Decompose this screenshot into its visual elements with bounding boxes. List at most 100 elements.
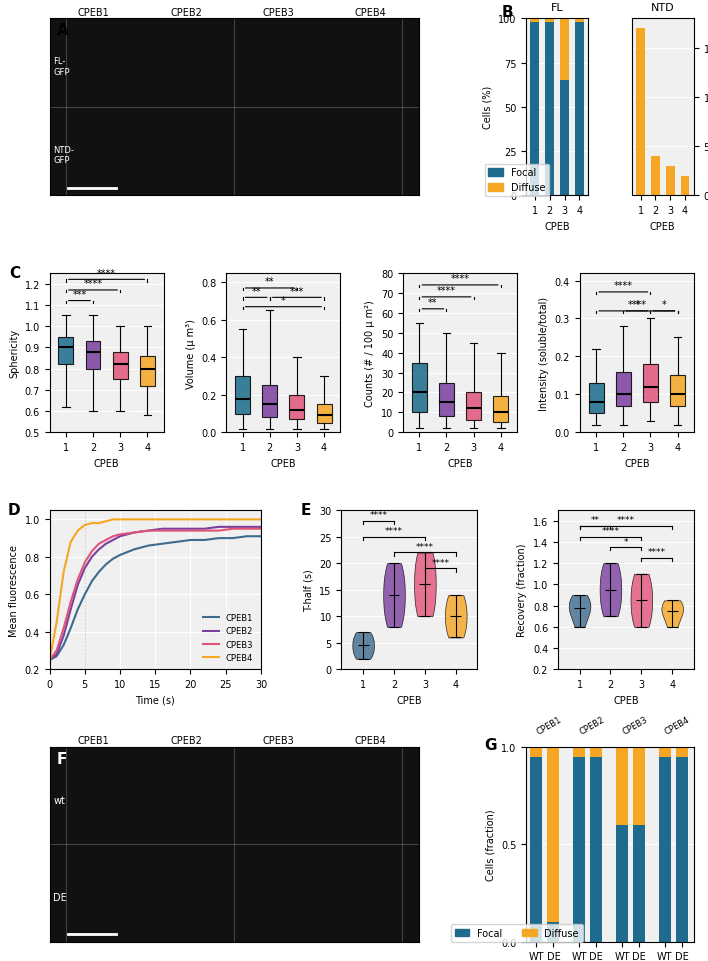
CPEB2 xyxy=(81,563,89,575)
PathPatch shape xyxy=(235,377,250,414)
CPEB4 xyxy=(88,518,96,530)
Bar xyxy=(573,757,585,942)
CPEB1 xyxy=(130,544,138,555)
X-axis label: CPEB: CPEB xyxy=(270,458,296,468)
Line: CPEB4: CPEB4 xyxy=(50,520,261,660)
Bar xyxy=(666,166,675,196)
CPEB4 xyxy=(81,520,89,531)
CPEB3 xyxy=(158,526,166,537)
Text: CPEB3: CPEB3 xyxy=(263,735,295,746)
CPEB2 xyxy=(172,524,181,535)
CPEB3 xyxy=(67,597,75,608)
CPEB3 xyxy=(74,574,82,585)
Text: CPEB2: CPEB2 xyxy=(170,8,202,17)
CPEB1 xyxy=(116,550,125,561)
Bar xyxy=(560,81,569,196)
CPEB4 xyxy=(215,514,223,526)
CPEB1 xyxy=(102,559,110,571)
CPEB2 xyxy=(52,649,61,660)
PathPatch shape xyxy=(439,383,454,417)
Text: ****: **** xyxy=(370,510,387,520)
Text: A: A xyxy=(57,23,69,37)
CPEB2 xyxy=(158,524,166,535)
Text: DE: DE xyxy=(53,892,67,902)
CPEB1 xyxy=(257,530,266,542)
Text: D: D xyxy=(7,503,20,517)
CPEB2 xyxy=(144,526,152,537)
Text: G: G xyxy=(484,737,496,752)
CPEB2 xyxy=(229,522,237,533)
Title: NTD: NTD xyxy=(651,3,675,12)
Text: **: ** xyxy=(428,298,438,308)
Text: CPEB3: CPEB3 xyxy=(263,8,295,17)
Text: B: B xyxy=(501,5,513,20)
Text: NTD-
GFP: NTD- GFP xyxy=(53,146,74,165)
Text: *: * xyxy=(281,296,286,306)
Text: **: ** xyxy=(590,516,600,525)
CPEB2 xyxy=(200,524,209,535)
Text: CPEB1: CPEB1 xyxy=(78,8,110,17)
Bar xyxy=(545,19,554,23)
CPEB4 xyxy=(74,526,82,537)
Y-axis label: Counts (# / 100 μ m²): Counts (# / 100 μ m²) xyxy=(365,300,375,407)
CPEB2 xyxy=(243,522,251,533)
Text: CPEB1: CPEB1 xyxy=(78,735,110,746)
CPEB1 xyxy=(243,530,251,542)
CPEB4 xyxy=(229,514,237,526)
CPEB3 xyxy=(257,524,266,535)
Text: ***: *** xyxy=(290,286,304,296)
PathPatch shape xyxy=(588,383,603,414)
Y-axis label: Volume (μ m³): Volume (μ m³) xyxy=(185,318,195,388)
CPEB4 xyxy=(52,617,61,628)
Y-axis label: Intensity (soluble/total): Intensity (soluble/total) xyxy=(539,296,549,410)
Y-axis label: Mean fluorescence: Mean fluorescence xyxy=(9,544,19,636)
CPEB1 xyxy=(144,540,152,552)
Bar xyxy=(547,923,559,942)
Text: CPEB1: CPEB1 xyxy=(535,714,564,735)
Text: ****: **** xyxy=(601,527,620,535)
CPEB4 xyxy=(59,566,68,578)
PathPatch shape xyxy=(616,372,631,407)
CPEB1 xyxy=(186,534,195,546)
CPEB4 xyxy=(200,514,209,526)
Text: *: * xyxy=(661,300,666,310)
Bar xyxy=(530,19,539,23)
X-axis label: CPEB: CPEB xyxy=(613,695,639,704)
CPEB2 xyxy=(186,524,195,535)
PathPatch shape xyxy=(412,363,427,413)
CPEB1 xyxy=(158,538,166,550)
X-axis label: CPEB: CPEB xyxy=(624,458,650,468)
Text: *: * xyxy=(634,300,639,310)
Text: C: C xyxy=(10,266,21,281)
Bar xyxy=(616,825,628,942)
X-axis label: CPEB: CPEB xyxy=(650,221,675,232)
Bar xyxy=(545,23,554,196)
CPEB3 xyxy=(88,546,96,557)
CPEB3 xyxy=(144,526,152,537)
Y-axis label: Cells (%): Cells (%) xyxy=(482,86,492,129)
Bar xyxy=(547,748,559,923)
CPEB3 xyxy=(45,654,54,666)
Text: CPEB2: CPEB2 xyxy=(578,714,606,735)
CPEB1 xyxy=(109,554,118,565)
Bar xyxy=(658,757,670,942)
CPEB3 xyxy=(229,524,237,535)
PathPatch shape xyxy=(290,395,304,420)
CPEB1 xyxy=(67,623,75,634)
CPEB2 xyxy=(215,522,223,533)
CPEB1 xyxy=(95,566,103,578)
Text: ****: **** xyxy=(385,527,403,535)
X-axis label: CPEB: CPEB xyxy=(93,458,120,468)
PathPatch shape xyxy=(58,337,74,365)
CPEB4 xyxy=(186,514,195,526)
CPEB2 xyxy=(88,552,96,563)
CPEB3 xyxy=(172,526,181,537)
Bar xyxy=(616,748,628,825)
PathPatch shape xyxy=(670,376,685,407)
Text: ****: **** xyxy=(617,516,635,525)
Text: FL-
GFP: FL- GFP xyxy=(53,58,70,77)
CPEB1 xyxy=(229,532,237,544)
CPEB1 xyxy=(88,576,96,587)
Text: ****: **** xyxy=(97,268,116,279)
Text: F: F xyxy=(57,752,67,766)
